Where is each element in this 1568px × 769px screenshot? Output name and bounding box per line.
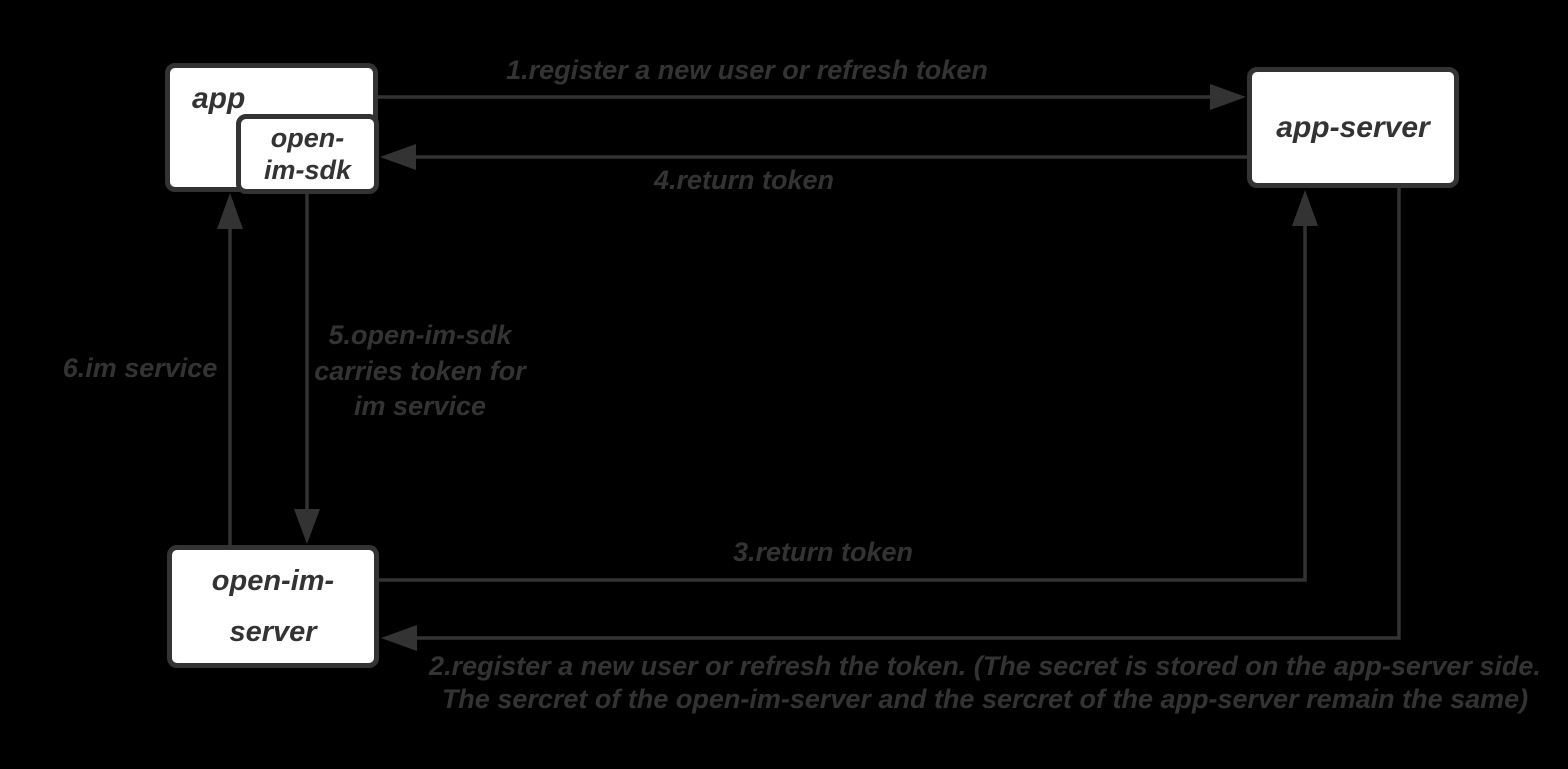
edge-step2-label: 2.register a new user or refresh the tok… xyxy=(420,650,1550,716)
arrowhead-right-icon xyxy=(1210,84,1246,110)
arrowhead-down-icon xyxy=(294,509,320,544)
node-app-server-label: app-server xyxy=(1276,110,1430,144)
edge-step5-arrow xyxy=(294,193,320,544)
arrowhead-left-icon xyxy=(381,625,417,651)
arrowhead-up-icon xyxy=(217,193,243,229)
edge-step5-label-line1: 5.open-im-sdk xyxy=(328,320,512,350)
node-open-im-sdk: open- im-sdk xyxy=(236,114,379,194)
edge-step1-label: 1.register a new user or refresh token xyxy=(506,55,988,85)
edge-step4-arrow xyxy=(380,144,1247,170)
edge-step4-label: 4.return token xyxy=(653,165,835,195)
edge-step5-label-line2: carries token for xyxy=(314,355,526,386)
edge-step2-label-line2: The sercret of the open-im-server and th… xyxy=(441,683,1529,714)
edge-step3-arrow xyxy=(378,190,1318,582)
edge-step6-label: 6.im service xyxy=(62,353,218,383)
node-open-im-server: open-im- server xyxy=(167,545,379,668)
arrowhead-up-icon xyxy=(1292,190,1318,226)
edge-step5-label: 5.open-im-sdk carries token for im servi… xyxy=(310,318,530,425)
node-open-im-sdk-label-line1: open- xyxy=(270,122,345,153)
edge-step3-label: 3.return token xyxy=(732,537,914,567)
node-app-label: app xyxy=(192,82,246,115)
node-app-server: app-server xyxy=(1247,67,1459,188)
node-open-im-server-label-line2: server xyxy=(229,615,317,648)
edge-step6-arrow xyxy=(217,193,243,545)
node-open-im-server-label-line1: open-im- xyxy=(211,564,335,597)
arrowhead-left-icon xyxy=(380,144,416,170)
node-open-im-sdk-label-line2: im-sdk xyxy=(263,155,352,185)
edge-step2-label-line1: 2.register a new user or refresh the tok… xyxy=(429,651,1541,681)
edge-step2-arrow xyxy=(381,187,1401,651)
edge-step5-label-line3: im service xyxy=(353,391,487,422)
edge-step1-arrow xyxy=(378,84,1246,110)
